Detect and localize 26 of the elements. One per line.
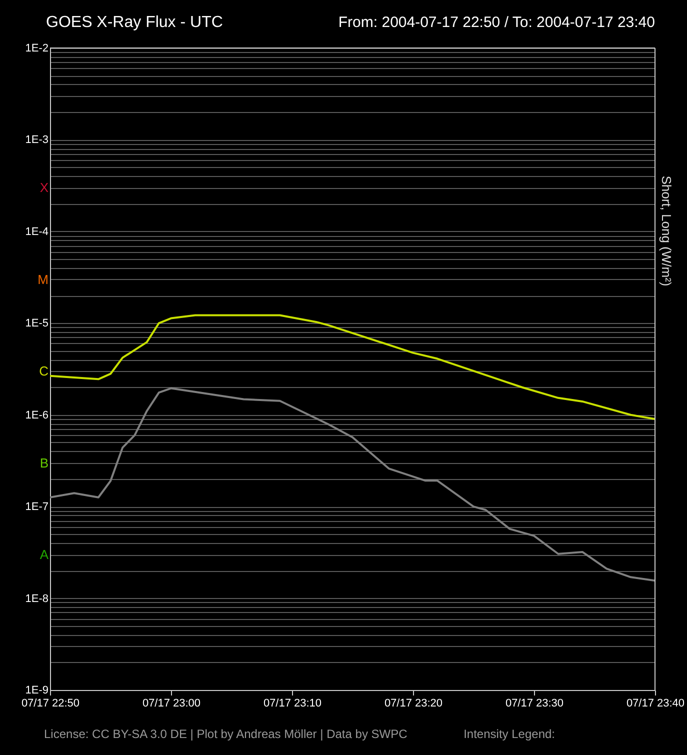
y-tick-label: C (39, 364, 48, 379)
x-tick-label: 07/17 23:10 (263, 698, 322, 710)
text: License: CC BY-SA 3.0 DE | Plot by Andreas Möller | Data by SWPC (44, 727, 408, 741)
y-tick-label: A (40, 547, 49, 562)
x-tick-label: 07/17 23:00 (142, 698, 201, 710)
text: Intensity Legend: (464, 727, 555, 741)
x-tick-label: 07/17 23:20 (384, 698, 443, 710)
y-tick-label: B (40, 455, 48, 470)
y-tick-label: 1E-3 (25, 134, 48, 146)
y-axis-title: Short, Long (W/m²) (659, 176, 674, 286)
line-series (50, 314, 655, 420)
line-series (50, 387, 655, 582)
y-tick-label: M (38, 272, 48, 287)
x-tick-label: 07/17 23:30 (505, 698, 564, 710)
y-tick-label: X (40, 180, 49, 196)
y-tick-label: 1E-2 (25, 42, 48, 54)
y-tick-label: 1E-6 (25, 409, 48, 422)
y-tick-label: 1E-9 (25, 684, 48, 696)
y-tick-label: 1E-8 (25, 592, 48, 605)
y-tick-label: 1E-5 (25, 318, 48, 330)
y-tick-label: 1E-7 (25, 501, 48, 514)
chart-title: GOES X-Ray Flux - UTC (46, 14, 223, 31)
chart-subtitle: From: 2004-07-17 22:50 / To: 2004-07-17 23:40 (338, 14, 655, 31)
x-tick-label: 07/17 23:40 (626, 698, 685, 710)
y-tick-label: 1E-4 (25, 226, 48, 238)
x-tick-label: 07/17 22:50 (21, 698, 80, 710)
